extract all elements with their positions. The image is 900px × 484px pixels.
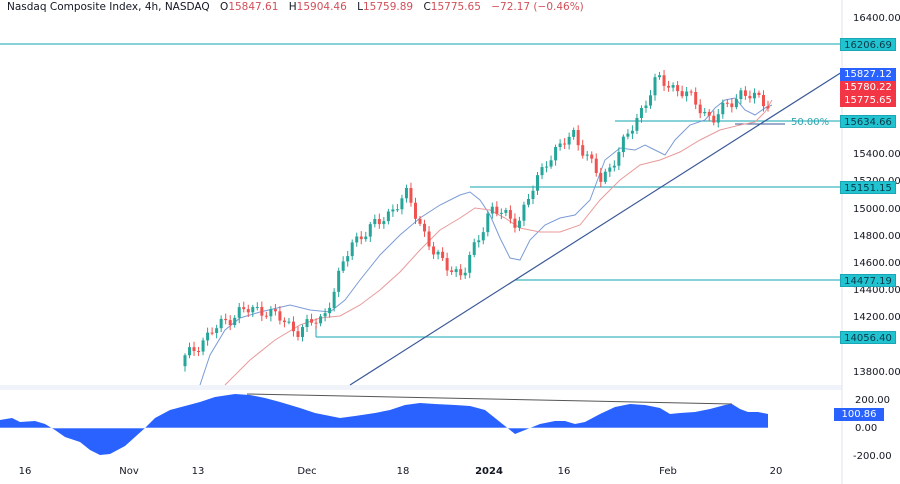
symbol-title: Nasdaq Composite Index, 4h, NASDAQ	[7, 1, 210, 13]
close-value: 15775.65	[430, 1, 481, 13]
price-tag-15151: 15151.15	[840, 181, 896, 194]
close-label: C	[423, 1, 431, 13]
price-tick: 15000.00	[853, 204, 900, 215]
low-value: 15759.89	[362, 1, 414, 13]
fib-50-label: 50.00%	[791, 117, 830, 128]
time-label: Feb	[659, 466, 677, 477]
oscillator-area	[0, 394, 768, 455]
open-label: O	[220, 1, 229, 13]
price-tick: 16400.00	[853, 13, 900, 24]
slow-ma-line	[224, 99, 773, 386]
price-tick: 14800.00	[853, 231, 900, 242]
osc-tick: 0.00	[855, 423, 877, 434]
chart-legend: Nasdaq Composite Index, 4h, NASDAQ O1584…	[7, 1, 584, 13]
price-tick: 13800.00	[853, 367, 900, 378]
time-label: Nov	[119, 466, 139, 477]
pane-separator[interactable]	[0, 385, 842, 390]
horizontal-levels[interactable]	[0, 43, 842, 338]
osc-tick: -200.00	[853, 451, 892, 462]
time-label: 16	[18, 466, 32, 477]
price-tick: 14200.00	[853, 312, 900, 323]
time-label: 18	[396, 466, 410, 477]
price-tag-slow-ma: 15780.22	[840, 81, 896, 94]
price-tag-16206: 16206.69	[840, 38, 896, 51]
oscillator-divergence-line[interactable]	[246, 393, 733, 405]
low-label: L	[357, 1, 363, 13]
price-tick: 15400.00	[853, 149, 900, 160]
price-tag-last-price: 15775.65	[840, 94, 896, 107]
osc-tick: 200.00	[855, 395, 890, 406]
time-label-year: 2024	[475, 466, 503, 477]
time-label: 20	[769, 466, 783, 477]
high-value: 15904.46	[296, 1, 347, 13]
price-tag-14477: 14477.19	[840, 274, 896, 287]
price-tick: 14400.00	[853, 285, 900, 296]
ascending-trendline[interactable]	[349, 71, 843, 386]
price-tick: 14600.00	[853, 258, 900, 269]
open-value: 15847.61	[228, 1, 279, 13]
time-label: Dec	[297, 466, 317, 477]
price-tag-15634: 15634.66	[840, 115, 896, 128]
price-tag-14056: 14056.40	[840, 331, 896, 344]
change-value: −72.17 (−0.46%)	[491, 1, 584, 13]
time-label: 13	[191, 466, 205, 477]
candlesticks[interactable]	[183, 69, 770, 372]
time-label: 16	[557, 466, 571, 477]
fast-ma-line	[199, 97, 773, 386]
high-label: H	[288, 1, 297, 13]
price-tag-fast-ma: 15827.12	[840, 68, 896, 81]
oscillator-value-tag: 100.86	[834, 408, 884, 421]
